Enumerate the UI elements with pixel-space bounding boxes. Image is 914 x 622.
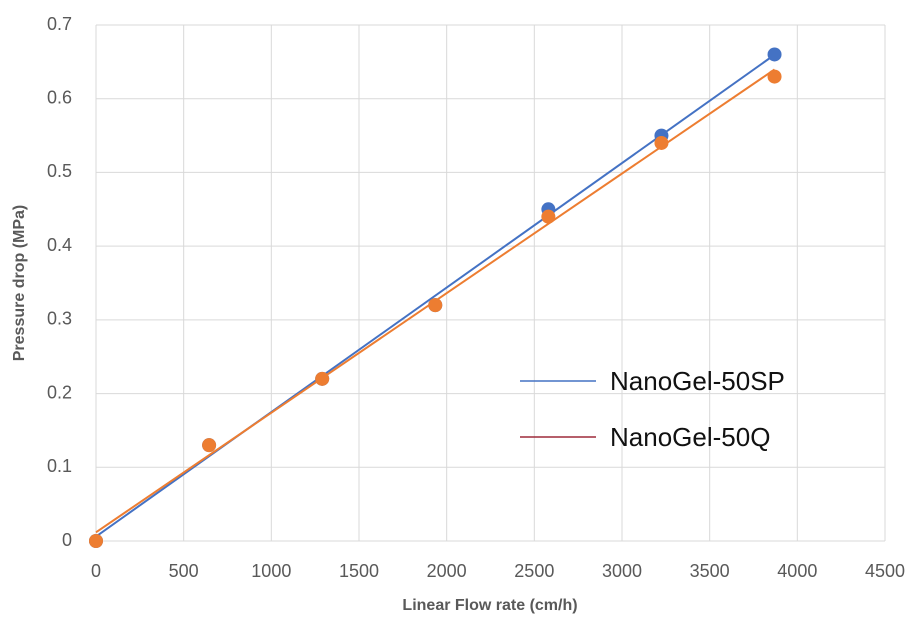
point	[202, 438, 217, 453]
point	[89, 534, 103, 548]
x-tick-label: 500	[169, 561, 199, 581]
y-tick-label: 0.5	[47, 161, 72, 181]
x-tick-label: 2500	[514, 561, 554, 581]
y-tick-label: 0.1	[47, 456, 72, 476]
x-tick-label: 1000	[251, 561, 291, 581]
x-tick-label: 4000	[777, 561, 817, 581]
x-tick-label: 4500	[865, 561, 905, 581]
x-tick-label: 1500	[339, 561, 379, 581]
point	[541, 209, 556, 224]
point	[654, 135, 669, 150]
point	[428, 298, 443, 313]
y-axis-title: Pressure drop (MPa)	[11, 205, 28, 361]
point	[767, 69, 782, 84]
y-tick-label: 0	[62, 530, 72, 550]
legend-label: NanoGel-50Q	[610, 422, 770, 452]
x-tick-label: 3500	[690, 561, 730, 581]
y-tick-label: 0.6	[47, 87, 72, 107]
y-tick-label: 0.7	[47, 14, 72, 34]
y-tick-label: 0.2	[47, 382, 72, 402]
point	[767, 47, 782, 62]
trend-line	[95, 53, 776, 538]
x-tick-label: 2000	[427, 561, 467, 581]
point	[315, 371, 330, 386]
y-tick-label: 0.3	[47, 309, 72, 329]
x-axis-title: Linear Flow rate (cm/h)	[402, 597, 577, 614]
x-tick-label: 0	[91, 561, 101, 581]
y-tick-label: 0.4	[47, 235, 72, 255]
x-tick-label: 3000	[602, 561, 642, 581]
legend-label: NanoGel-50SP	[610, 366, 785, 396]
